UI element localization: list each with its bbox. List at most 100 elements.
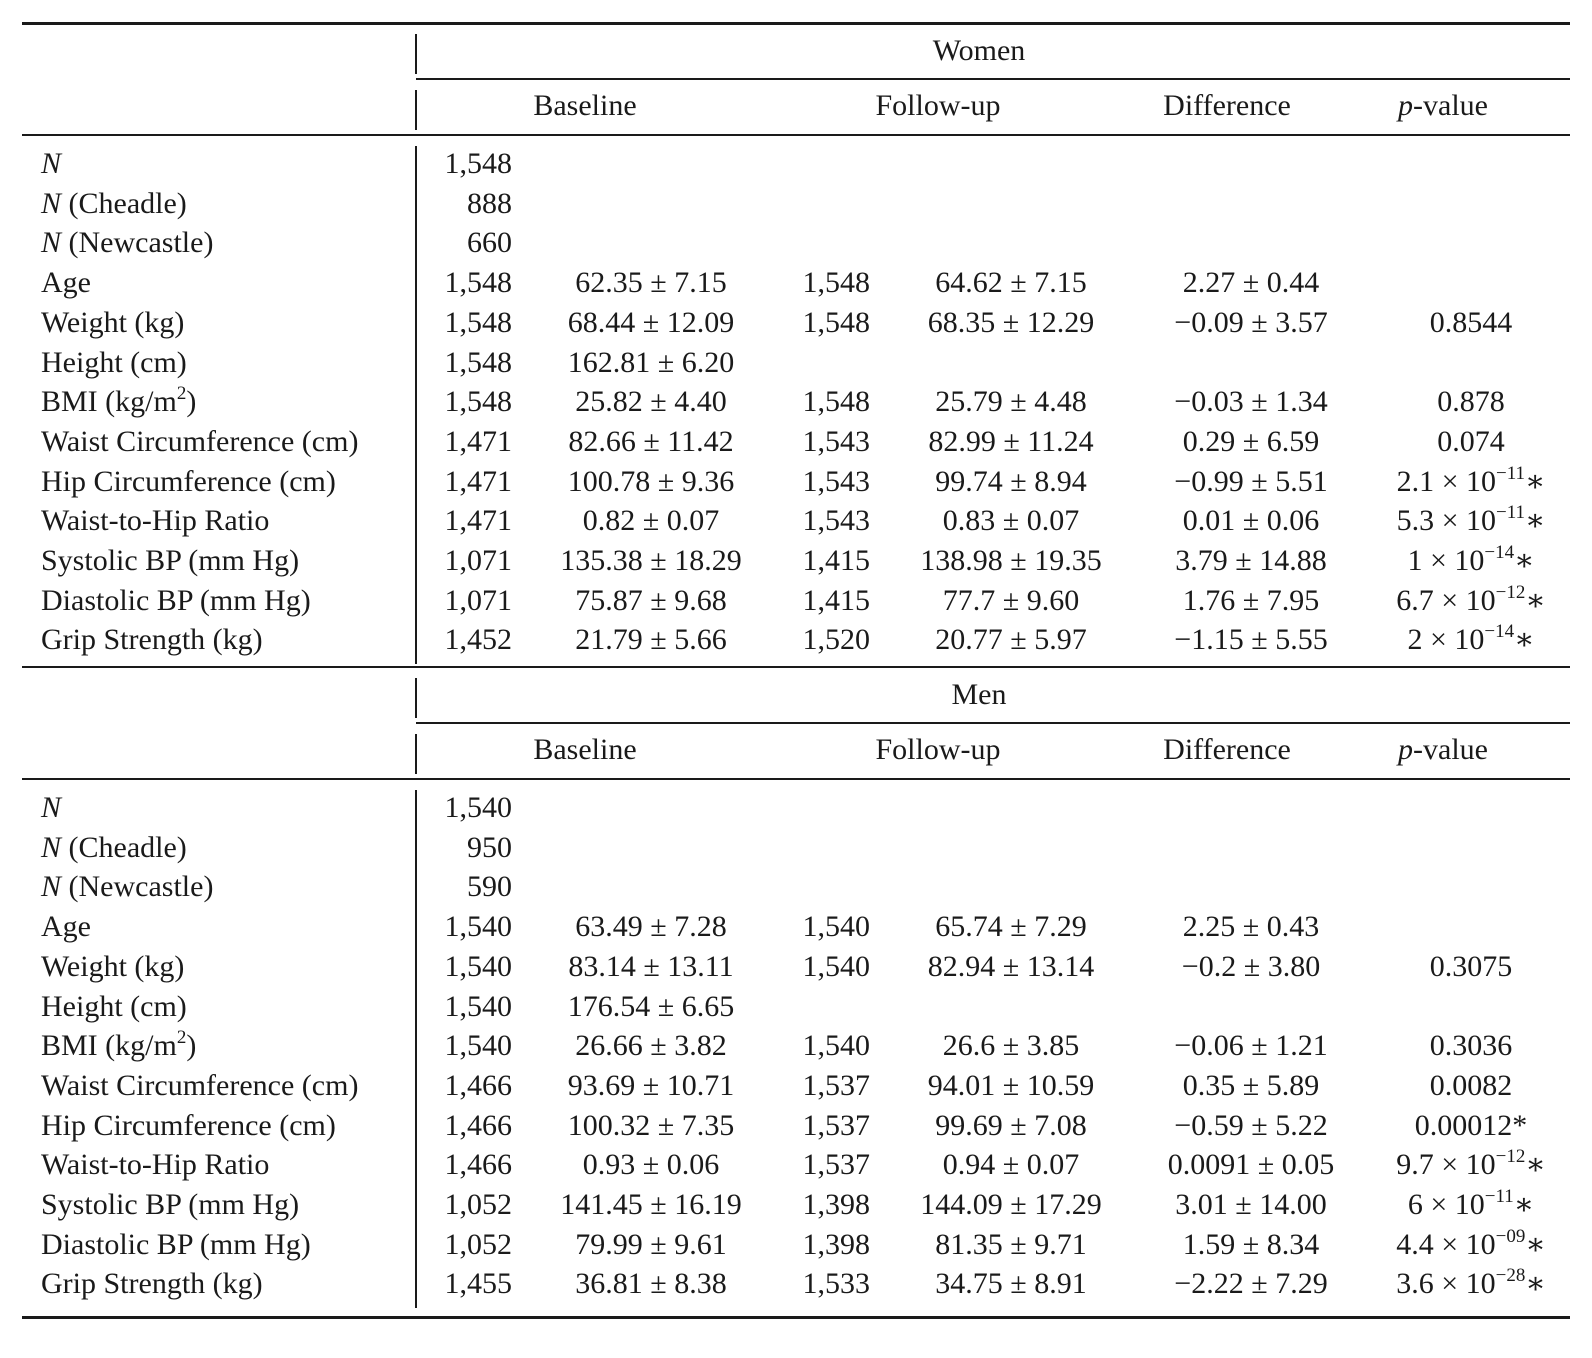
difference-value: 2.27 ± 0.44	[1182, 266, 1320, 300]
followup-value: 99.74 ± 8.94	[935, 464, 1087, 498]
difference-value: −1.15 ± 5.55	[1174, 623, 1328, 657]
difference-value: 1.59 ± 8.34	[1182, 1227, 1320, 1261]
significance-star: ∗	[1514, 623, 1535, 657]
p-value-exponent: −12	[1495, 581, 1526, 603]
significance-star: ∗	[1525, 464, 1546, 498]
col-header-baseline: Baseline	[533, 89, 637, 122]
row-label: BMI (kg/m2)	[41, 382, 196, 422]
difference-value: 0.01 ± 0.06	[1182, 504, 1320, 538]
difference-value: −0.09 ± 3.57	[1174, 305, 1328, 339]
row-label-text: (Newcastle)	[61, 870, 214, 904]
baseline-value: 100.78 ± 9.36	[567, 464, 735, 498]
n-followup: 1,543	[802, 464, 871, 498]
row-label: Grip Strength (kg)	[41, 1264, 263, 1304]
p-value-mantissa: 1 × 10	[1407, 544, 1485, 577]
row-label: N (Cheadle)	[41, 828, 187, 868]
row-label-italic: N	[41, 186, 62, 220]
header-rule	[22, 778, 1570, 780]
followup-value: 144.09 ± 17.29	[920, 1188, 1102, 1221]
followup-value: 81.35 ± 9.71	[935, 1227, 1087, 1261]
p-value: 2 × 10−14∗	[1407, 620, 1534, 660]
baseline-value: 83.14 ± 13.11	[568, 949, 734, 983]
p-value-mantissa: 2 × 10	[1407, 623, 1485, 657]
difference-value: 2.25 ± 0.43	[1182, 910, 1320, 944]
baseline-value: 36.81 ± 8.38	[575, 1267, 727, 1301]
difference-value: −0.06 ± 1.21	[1174, 1029, 1328, 1063]
p-value: 0.3036	[1430, 1026, 1513, 1066]
baseline-value: 75.87 ± 9.68	[575, 583, 727, 617]
row-label: Weight (kg)	[41, 947, 184, 987]
row-label: N	[41, 788, 61, 828]
n-baseline: 1,548	[444, 385, 513, 419]
p-value-mantissa: 0.3075	[1429, 949, 1513, 983]
pvalue-suffix: -value	[1413, 89, 1488, 122]
row-label: Diastolic BP (mm Hg)	[41, 1225, 311, 1265]
group-title-rule	[416, 722, 1570, 724]
p-value: 6.7 × 10−12∗	[1396, 581, 1546, 621]
baseline-value: 25.82 ± 4.40	[575, 385, 727, 419]
n-baseline: 1,548	[444, 345, 513, 379]
p-value: 6 × 10−11∗	[1408, 1185, 1534, 1225]
p-value-mantissa: 0.878	[1437, 385, 1505, 419]
row-label-text: Waist-to-Hip Ratio	[41, 1148, 270, 1182]
n-baseline: 888	[467, 186, 512, 220]
row-label: Hip Circumference (cm)	[41, 462, 336, 502]
row-label-text: Waist Circumference (cm)	[41, 1068, 359, 1102]
row-label-text: BMI (kg/m	[41, 385, 177, 419]
top-rule	[22, 666, 1570, 668]
followup-value: 94.01 ± 10.59	[927, 1068, 1095, 1102]
p-value: 3.6 × 10−28∗	[1396, 1264, 1546, 1304]
col-header-difference: Difference	[1163, 89, 1291, 122]
row-label-text: Grip Strength (kg)	[41, 623, 263, 657]
row-label-italic: N	[41, 830, 62, 864]
p-value: 0.8544	[1430, 303, 1513, 343]
p-value-mantissa: 0.0082	[1429, 1068, 1513, 1102]
col-header-pvalue: p-value	[1398, 86, 1488, 126]
row-label: Weight (kg)	[41, 303, 184, 343]
significance-star: ∗	[1525, 504, 1546, 538]
col-header-followup: Follow-up	[875, 89, 1001, 122]
row-label-text: Diastolic BP (mm Hg)	[41, 1227, 311, 1261]
significance-star: ∗	[1513, 1188, 1535, 1221]
row-label: Age	[41, 907, 91, 947]
followup-value: 0.83 ± 0.07	[942, 504, 1080, 538]
row-label: N (Newcastle)	[41, 223, 213, 263]
row-label-text: Height (cm)	[41, 345, 187, 379]
baseline-value: 176.54 ± 6.65	[567, 989, 735, 1023]
p-value: 0.0082	[1430, 1066, 1513, 1106]
row-label: Height (cm)	[41, 987, 187, 1027]
row-label: Waist-to-Hip Ratio	[41, 1145, 269, 1185]
followup-value: 64.62 ± 7.15	[935, 266, 1087, 300]
p-value-exponent: −12	[1495, 1146, 1526, 1168]
n-followup: 1,543	[802, 504, 871, 538]
n-baseline: 1,452	[444, 623, 513, 657]
n-baseline: 1,471	[444, 464, 513, 498]
followup-value: 65.74 ± 7.29	[935, 910, 1087, 944]
row-label-text: Diastolic BP (mm Hg)	[41, 583, 311, 617]
p-value-mantissa: 9.7 × 10	[1396, 1148, 1496, 1182]
pvalue-italic-p: p	[1398, 89, 1414, 122]
n-baseline: 660	[467, 226, 512, 260]
col-header-difference: Difference	[1163, 733, 1291, 766]
significance-star: ∗	[1525, 1148, 1546, 1182]
p-value: 2.1 × 10−11∗	[1397, 462, 1546, 502]
row-label-text: Grip Strength (kg)	[41, 1267, 263, 1301]
followup-value: 77.7 ± 9.60	[942, 583, 1080, 617]
followup-value: 82.99 ± 11.24	[928, 424, 1094, 458]
baseline-value: 63.49 ± 7.28	[575, 910, 727, 944]
n-baseline: 1,471	[444, 504, 513, 538]
difference-value: 3.01 ± 14.00	[1175, 1188, 1327, 1221]
p-value-exponent: −28	[1495, 1265, 1526, 1287]
followup-value: 20.77 ± 5.97	[935, 623, 1087, 657]
row-label-text: Waist-to-Hip Ratio	[41, 504, 270, 538]
difference-value: −0.03 ± 1.34	[1174, 385, 1328, 419]
n-followup: 1,415	[802, 583, 871, 617]
row-label-italic: N	[41, 791, 62, 824]
row-label-text: Weight (kg)	[41, 305, 185, 339]
p-value-mantissa: 3.6 × 10	[1396, 1267, 1496, 1301]
n-baseline: 1,548	[444, 305, 513, 339]
body-divider	[415, 146, 417, 665]
p-value-exponent: −09	[1495, 1225, 1526, 1247]
row-label: Diastolic BP (mm Hg)	[41, 581, 311, 621]
p-value-mantissa: 0.00012*	[1414, 1108, 1528, 1142]
